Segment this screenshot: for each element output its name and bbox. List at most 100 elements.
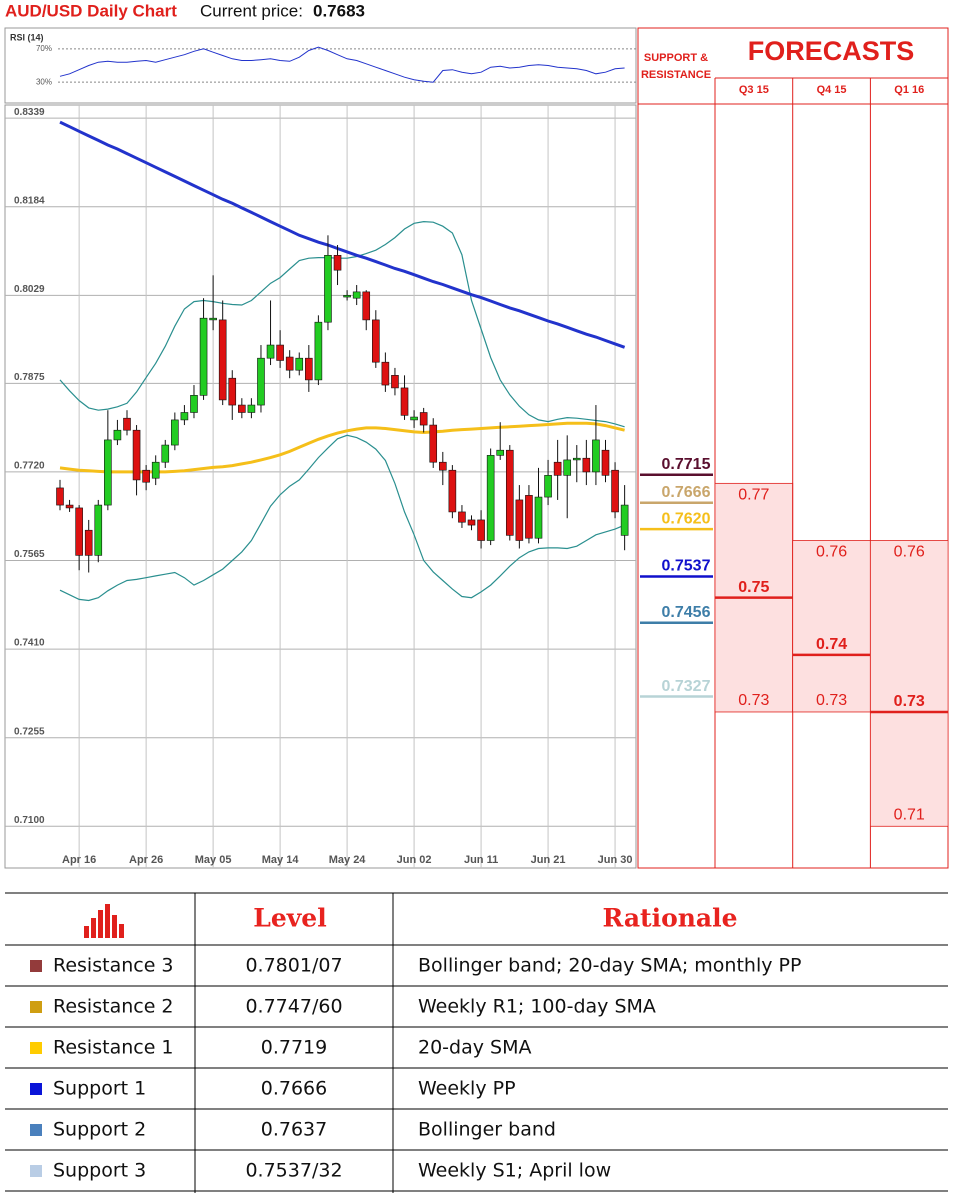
y-tick-label: 0.7100 xyxy=(14,815,45,826)
y-tick-label: 0.8029 xyxy=(14,284,45,295)
forecast-mid-label: 0.73 xyxy=(894,693,925,710)
row-name: Resistance 1 xyxy=(53,1037,174,1059)
row-level: 0.7801/07 xyxy=(245,955,342,977)
forecast-high: 0.76 xyxy=(816,544,847,561)
level-label: 0.7537 xyxy=(662,558,711,575)
level-label: 0.7620 xyxy=(662,510,711,527)
candle-body xyxy=(601,449,610,476)
table-header: Level xyxy=(253,904,326,933)
candle-body xyxy=(458,511,466,523)
row-swatch xyxy=(30,1042,42,1054)
level-label: 0.7456 xyxy=(662,604,711,621)
forecast-mid-label: 0.74 xyxy=(816,636,847,653)
candle-body xyxy=(620,504,629,536)
candle-body xyxy=(65,504,74,509)
candle-body xyxy=(228,377,237,406)
x-tick-label: Jun 02 xyxy=(397,854,432,866)
forecast-high: 0.76 xyxy=(894,544,925,561)
row-rationale: 20-day SMA xyxy=(418,1037,531,1059)
candle-body xyxy=(190,395,198,413)
candle-body xyxy=(113,429,122,441)
candle-body xyxy=(505,449,514,536)
candle-body xyxy=(324,255,332,323)
x-tick-label: Jun 11 xyxy=(464,854,498,866)
row-swatch xyxy=(30,960,42,972)
period-label: Q1 16 xyxy=(894,84,924,96)
row-rationale: Weekly PP xyxy=(418,1078,516,1100)
candle-body xyxy=(372,319,380,363)
levels-title-line: SUPPORT & xyxy=(644,52,708,64)
indicator-line xyxy=(59,434,625,602)
x-tick-label: May 14 xyxy=(262,854,300,866)
price-label: Current price: xyxy=(200,1,303,20)
row-swatch xyxy=(30,1083,42,1095)
x-tick-label: Apr 16 xyxy=(62,854,96,866)
candle-body xyxy=(132,429,141,481)
y-tick-label: 0.8339 xyxy=(14,107,45,118)
candle-body xyxy=(448,469,457,513)
candle-body xyxy=(544,475,552,498)
candle-body xyxy=(333,255,342,271)
forecast-high: 0.77 xyxy=(738,487,769,504)
current-price: 0.7683 xyxy=(313,1,365,20)
levels-title-line: RESISTANCE xyxy=(641,69,711,81)
rsi-tick-label: 30% xyxy=(36,77,52,86)
row-name: Resistance 2 xyxy=(53,996,174,1018)
candle-body xyxy=(362,291,371,321)
candle-body xyxy=(477,519,485,541)
candle-body xyxy=(534,496,543,539)
row-name: Support 3 xyxy=(53,1160,146,1182)
row-level: 0.7747/60 xyxy=(245,996,342,1018)
candle-body xyxy=(104,439,112,506)
candle-body xyxy=(391,375,399,389)
price-frame xyxy=(4,104,637,869)
y-tick-label: 0.7255 xyxy=(14,726,45,737)
candle-body xyxy=(496,449,505,456)
y-tick-label: 0.7410 xyxy=(14,638,45,649)
indicator-line xyxy=(59,120,626,349)
forecast-low: 0.73 xyxy=(738,692,769,709)
rsi-frame xyxy=(4,27,637,104)
level-label: 0.7327 xyxy=(662,678,711,695)
chart-title: AUD/USD Daily Chart xyxy=(5,1,177,20)
x-tick-label: Jun 21 xyxy=(531,854,566,866)
candle-body xyxy=(486,455,495,541)
candle-body xyxy=(84,529,93,556)
candle-body xyxy=(94,504,103,556)
row-level: 0.7666 xyxy=(261,1078,327,1100)
candle-body xyxy=(151,461,160,479)
candle-body xyxy=(525,495,533,539)
row-swatch xyxy=(30,1124,42,1136)
y-tick-label: 0.8184 xyxy=(14,195,45,206)
forecast-range xyxy=(870,540,949,827)
candle-body xyxy=(515,499,524,541)
candle-body xyxy=(161,444,170,463)
row-name: Support 1 xyxy=(53,1078,146,1100)
y-tick-label: 0.7875 xyxy=(14,372,45,383)
y-tick-label: 0.7720 xyxy=(14,461,45,472)
candle-body xyxy=(429,424,438,463)
candle-body xyxy=(352,291,361,299)
candle-body xyxy=(75,507,83,556)
x-tick-label: May 05 xyxy=(195,854,232,866)
table-icon xyxy=(84,904,124,938)
candle-body xyxy=(266,344,275,359)
rsi-line xyxy=(59,46,625,83)
candle-body xyxy=(247,404,256,413)
row-rationale: Bollinger band; 20-day SMA; monthly PP xyxy=(418,955,801,977)
candle-body xyxy=(276,344,284,361)
rsi-tick-label: 70% xyxy=(36,44,52,53)
forecast-mid-label: 0.75 xyxy=(738,579,769,596)
row-level: 0.7537/32 xyxy=(245,1160,342,1182)
row-name: Resistance 3 xyxy=(53,955,174,977)
candle-body xyxy=(257,357,265,406)
forecast-low: 0.73 xyxy=(816,692,847,709)
row-rationale: Weekly S1; April low xyxy=(418,1160,611,1182)
candle-body xyxy=(295,357,304,371)
forecast-range xyxy=(792,540,871,713)
levels-title: SUPPORT & RESISTANCE xyxy=(641,52,711,81)
indicator-line xyxy=(59,421,625,474)
candle-body xyxy=(381,361,390,386)
candle-body xyxy=(123,417,131,431)
